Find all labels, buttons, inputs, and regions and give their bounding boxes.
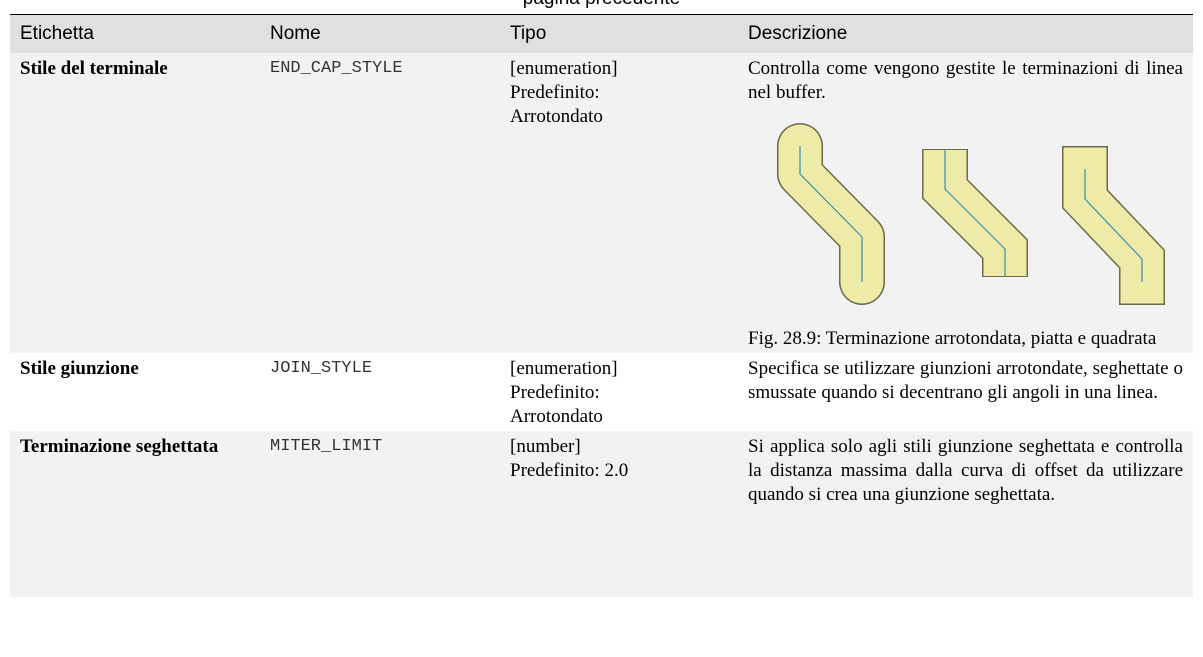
flat-cap [922,149,1028,277]
label-cell: Stile del terminale [10,53,260,353]
name-cell: END_CAP_STYLE [260,53,500,353]
header-row: Etichetta Nome Tipo Descrizione [10,14,1193,53]
label-cell: Terminazione seghettata [10,431,260,597]
cap-style-figure [777,123,1165,305]
description: Controlla come vengono gestite le termin… [748,58,1183,103]
desc-cell: Controlla come vengono gestite le termin… [738,53,1193,353]
type-cell: [enumeration] Predefinito: Arrotondato [500,353,738,431]
description: Si applica solo agli stili giunzione seg… [738,431,1193,597]
type-cell: [number] Predefinito: 2.0 [500,431,738,597]
type: [enumeration] [510,58,618,79]
header-cell: Etichetta [10,14,260,53]
row: Stile giunzione JOIN_STYLE [enumeration]… [10,353,1193,431]
description: Specifica se utilizzare giunzioni arroto… [748,358,1183,403]
default: Predefinito: 2.0 [510,460,629,481]
header-cell: Nome [260,14,500,53]
row: Stile del terminale END_CAP_STYLE [enume… [10,53,1193,353]
square-cap [1062,146,1165,305]
label-cell: Stile giunzione [20,358,139,379]
figure-caption: Fig. 28.9: Terminazione arrotondata, pia… [748,328,1157,349]
continuation-note: pagina precedente [0,0,1203,10]
row: Terminazione seghettata MITER_LIMIT [num… [10,431,1193,597]
type-cell: [enumeration] Predefinito: Arrotondato [500,53,738,353]
type: [number] [510,436,581,457]
default: Predefinito: Arrotondato [510,382,603,427]
header-cell: Descrizione [738,14,1193,53]
header-cell: Tipo [500,14,738,53]
round-cap [777,123,885,305]
parameter-table: Etichetta Nome Tipo Descrizione Stile de… [10,14,1193,597]
type: [enumeration] [510,358,618,379]
name-cell: JOIN_STYLE [270,359,373,378]
default: Predefinito: Arrotondato [510,82,603,127]
name-cell: MITER_LIMIT [260,431,500,597]
